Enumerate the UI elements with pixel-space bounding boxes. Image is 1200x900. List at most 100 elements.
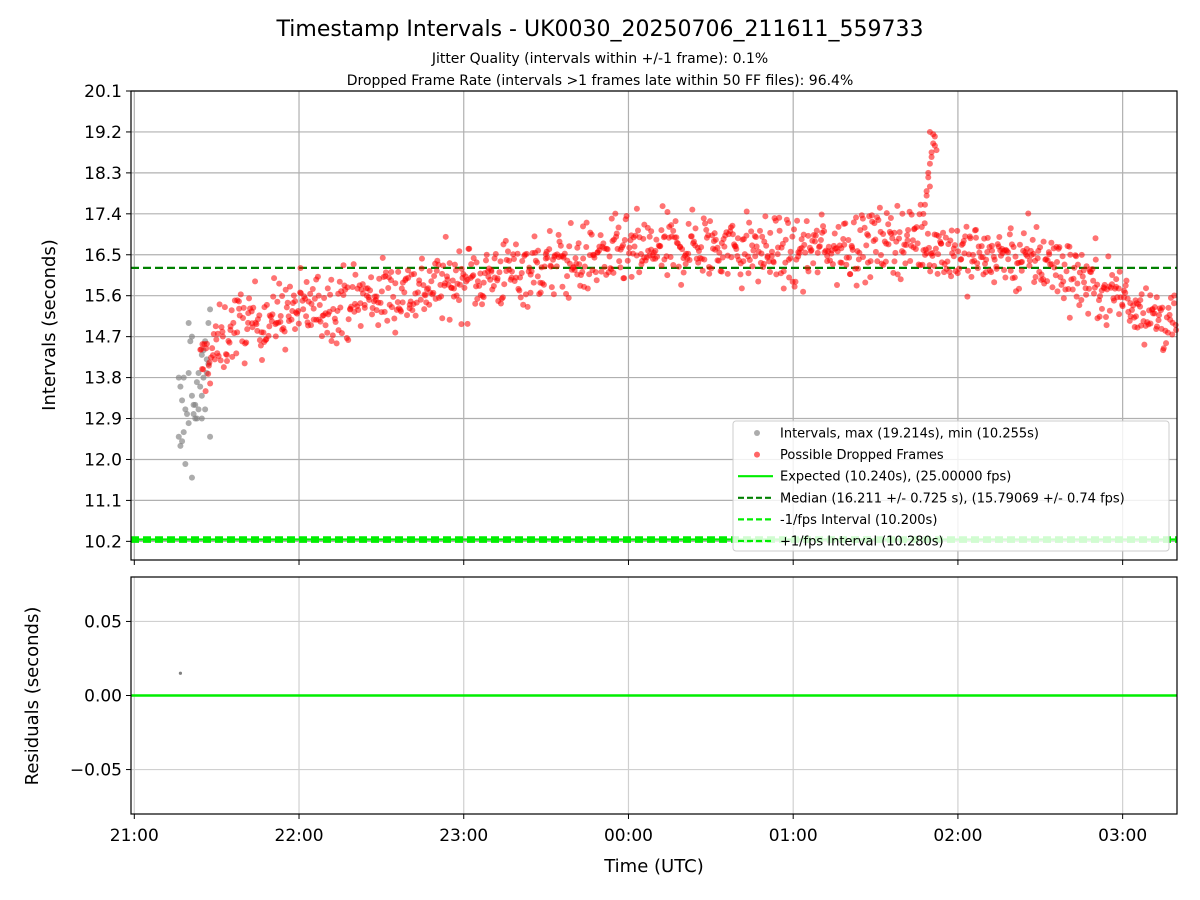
- dropped-frame-point: [456, 248, 463, 255]
- dropped-frame-point: [270, 293, 277, 300]
- dropped-frame-point: [678, 281, 685, 288]
- dropped-frame-point: [535, 247, 542, 254]
- dropped-frame-point: [1169, 331, 1176, 338]
- dropped-frame-point: [962, 233, 969, 240]
- dropped-frame-point: [322, 322, 329, 329]
- dropped-frame-point: [1113, 276, 1120, 283]
- dropped-frame-point: [388, 268, 395, 275]
- dropped-frame-point: [752, 253, 759, 260]
- dropped-frame-point: [593, 277, 600, 284]
- dropped-frame-point: [282, 346, 289, 353]
- dropped-frame-point: [378, 288, 385, 295]
- dropped-frame-point: [271, 275, 278, 282]
- dropped-frame-point: [1054, 258, 1061, 265]
- dropped-frame-point: [1106, 307, 1113, 314]
- dropped-frame-point: [466, 245, 473, 252]
- dropped-frame-point: [728, 254, 735, 261]
- dropped-frame-point: [1046, 251, 1053, 258]
- dropped-frame-point: [782, 236, 789, 243]
- time-tick-label: 23:00: [439, 826, 488, 846]
- intervals-points: [175, 306, 214, 481]
- dropped-frame-point: [702, 220, 709, 227]
- interval-point: [190, 410, 197, 417]
- dropped-frame-point: [1078, 297, 1085, 304]
- legend-box: [732, 420, 1170, 552]
- dropped-frame-point: [853, 214, 860, 221]
- dropped-frame-point: [203, 345, 210, 352]
- dropped-frame-point: [307, 290, 314, 297]
- dropped-frame-point: [404, 312, 411, 319]
- dropped-frame-point: [284, 299, 291, 306]
- dropped-frame-point: [724, 270, 731, 277]
- dropped-frame-point: [718, 268, 725, 275]
- dropped-frame-point: [1004, 249, 1011, 256]
- dropped-frame-point: [667, 253, 674, 260]
- dropped-frame-point: [571, 267, 578, 274]
- dropped-frame-point: [451, 261, 458, 268]
- dropped-frame-point: [930, 131, 937, 138]
- dropped-frame-point: [631, 243, 638, 250]
- dropped-frame-point: [583, 243, 590, 250]
- dropped-frame-point: [382, 269, 389, 276]
- dropped-frame-point: [664, 272, 671, 279]
- dropped-frame-point: [927, 268, 934, 275]
- dropped-frame-point: [205, 370, 212, 377]
- dropped-frame-point: [706, 270, 713, 277]
- dropped-frame-point: [297, 265, 304, 272]
- dropped-frame-point: [801, 241, 808, 248]
- dropped-frame-point: [379, 254, 386, 261]
- dropped-frame-point: [692, 225, 699, 232]
- dropped-frame-point: [964, 293, 971, 300]
- dropped-frame-point: [938, 240, 945, 247]
- dropped-frame-point: [1126, 317, 1133, 324]
- dropped-frame-point: [209, 345, 216, 352]
- dropped-frame-point: [303, 313, 310, 320]
- dropped-frame-point: [928, 153, 935, 160]
- dropped-frame-point: [233, 350, 240, 357]
- y-tick-label: 12.0: [84, 450, 122, 470]
- dropped-frame-point: [648, 228, 655, 235]
- dropped-frame-point: [814, 269, 821, 276]
- dropped-frame-point: [221, 304, 228, 311]
- dropped-frame-point: [288, 316, 295, 323]
- dropped-frame-point: [584, 285, 591, 292]
- dropped-frame-point: [557, 242, 564, 249]
- dropped-frame-point: [926, 160, 933, 167]
- dropped-frame-point: [657, 242, 664, 249]
- dropped-frame-point: [759, 233, 766, 240]
- dropped-frame-point: [1115, 285, 1122, 292]
- dropped-frame-point: [510, 256, 517, 263]
- dropped-frame-point: [253, 321, 260, 328]
- dropped-frame-point: [1031, 279, 1038, 286]
- dropped-frame-point: [892, 249, 899, 256]
- dropped-frame-point: [695, 259, 702, 266]
- dropped-frame-point: [635, 227, 642, 234]
- interval-point: [182, 461, 189, 468]
- dropped-frame-point: [924, 230, 931, 237]
- dropped-frame-point: [1074, 261, 1081, 268]
- dropped-frame-point: [969, 251, 976, 258]
- dropped-frame-point: [1171, 292, 1178, 299]
- dropped-frame-point: [1063, 268, 1070, 275]
- dropped-frame-point: [875, 216, 882, 223]
- dropped-frame-point: [350, 261, 357, 268]
- dropped-frame-point: [707, 218, 714, 225]
- dropped-frame-point: [633, 205, 640, 212]
- interval-point: [198, 351, 205, 358]
- dropped-frame-point: [318, 333, 325, 340]
- dropped-frame-point: [1138, 291, 1145, 298]
- dropped-frame-point: [831, 230, 838, 237]
- dropped-frame-point: [206, 359, 213, 366]
- dropped-frame-point: [876, 204, 883, 211]
- dropped-frame-point: [1116, 268, 1123, 275]
- legend-marker: [754, 451, 760, 458]
- dropped-frame-point: [1122, 282, 1129, 289]
- dropped-frame-point: [1123, 277, 1130, 284]
- dropped-frame-point: [344, 284, 351, 291]
- dropped-frame-point: [390, 293, 397, 300]
- dropped-frame-point: [934, 270, 941, 277]
- dropped-frame-point: [872, 236, 879, 243]
- dropped-frame-point: [1067, 251, 1074, 258]
- dropped-frame-point: [317, 318, 324, 325]
- dropped-frame-point: [1061, 261, 1068, 268]
